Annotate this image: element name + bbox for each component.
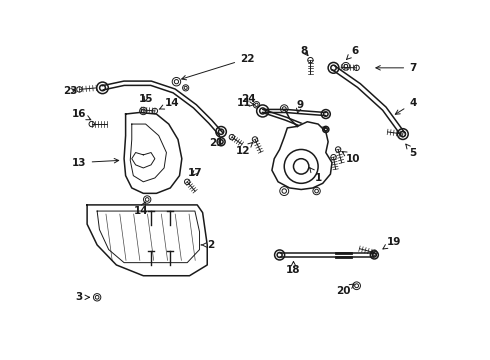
Text: 19: 19	[383, 237, 401, 249]
Text: 6: 6	[346, 46, 359, 59]
Text: 1: 1	[310, 168, 322, 183]
Text: 3: 3	[76, 292, 89, 302]
Text: 15: 15	[138, 94, 153, 104]
Text: 23: 23	[63, 86, 77, 96]
Text: 11: 11	[237, 98, 254, 108]
Text: 13: 13	[72, 158, 119, 167]
Text: 5: 5	[406, 144, 416, 158]
Text: 22: 22	[182, 54, 254, 80]
Text: 18: 18	[286, 261, 301, 275]
Polygon shape	[87, 205, 207, 276]
Text: 12: 12	[236, 143, 253, 156]
Text: 9: 9	[296, 100, 303, 113]
Text: 7: 7	[376, 63, 416, 73]
Polygon shape	[124, 112, 182, 193]
Text: 14: 14	[159, 98, 179, 109]
Text: 17: 17	[188, 167, 202, 177]
Text: 16: 16	[72, 109, 91, 120]
Text: 10: 10	[342, 152, 361, 164]
Text: 20: 20	[336, 284, 354, 296]
Polygon shape	[272, 122, 332, 189]
Text: 14: 14	[134, 202, 148, 216]
Text: 8: 8	[301, 46, 308, 56]
Text: 24: 24	[242, 94, 256, 104]
Text: 21: 21	[209, 138, 224, 148]
Text: 4: 4	[395, 98, 416, 114]
Text: 2: 2	[201, 240, 214, 250]
